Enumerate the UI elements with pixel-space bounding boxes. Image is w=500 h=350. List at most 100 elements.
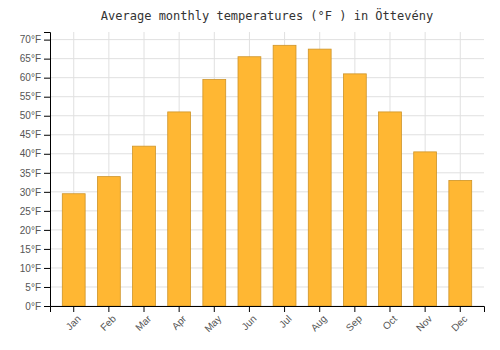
tick-mark	[44, 249, 50, 250]
tick: 70°F	[20, 34, 50, 45]
tick: Jul	[277, 306, 294, 330]
tick-mark	[44, 230, 50, 231]
axis-line	[51, 307, 485, 313]
tick: Jun	[239, 306, 258, 332]
bar	[414, 152, 437, 306]
tick-mark	[73, 306, 74, 312]
tick-mark	[44, 40, 50, 41]
tick-mark	[389, 306, 390, 312]
tick-mark	[144, 306, 145, 312]
tick: Apr	[170, 306, 189, 332]
tick-mark	[44, 135, 50, 136]
tick: 5°F	[25, 282, 50, 293]
x-axis: Jan Feb Mar Apr May Jun Jul Aug Sep Oct Nov Dec	[51, 306, 485, 334]
tick-mark	[425, 306, 426, 312]
tick-mark	[44, 116, 50, 117]
tick: Nov	[414, 306, 434, 333]
tick-label: 45°F	[20, 129, 41, 140]
tick: 45°F	[20, 129, 50, 140]
tick: 40°F	[20, 148, 50, 159]
tick-mark	[249, 306, 250, 312]
bar	[62, 194, 85, 306]
tick: Dec	[449, 306, 469, 333]
tick-mark	[44, 154, 50, 155]
tick-label: 65°F	[20, 53, 41, 64]
tick: 60°F	[20, 72, 50, 83]
tick: 65°F	[20, 53, 50, 64]
tick: Mar	[133, 306, 153, 333]
grid-line	[50, 77, 484, 78]
tick-label: Feb	[98, 313, 118, 333]
tick-mark	[460, 306, 461, 312]
tick: Oct	[380, 306, 399, 332]
tick-mark	[44, 173, 50, 174]
tick-label: 40°F	[20, 148, 41, 159]
tick: 20°F	[20, 225, 50, 236]
tick-label: Apr	[170, 313, 189, 332]
tick-label: 70°F	[20, 34, 41, 45]
bars	[62, 45, 471, 306]
bar	[379, 112, 402, 306]
tick: Feb	[98, 306, 118, 333]
chart: 0°F5°F10°F15°F20°F25°F30°F35°F40°F45°F50…	[0, 0, 500, 350]
tick-label: Sep	[344, 313, 365, 334]
tick-mark	[44, 192, 50, 193]
tick-label: 50°F	[20, 110, 41, 121]
tick: Jan	[64, 306, 83, 332]
bar	[133, 146, 156, 306]
tick: Sep	[344, 306, 365, 333]
axis-line	[44, 33, 51, 307]
tick-label: Jul	[277, 313, 294, 330]
tick-label: 60°F	[20, 72, 41, 83]
grid-line	[50, 134, 484, 135]
bar	[238, 57, 261, 306]
tick-label: 35°F	[20, 168, 41, 179]
tick-mark	[44, 97, 50, 98]
bar	[449, 180, 472, 306]
tick-mark	[44, 211, 50, 212]
tick-mark	[44, 287, 50, 288]
tick-label: Jan	[64, 313, 83, 332]
tick-label: May	[202, 313, 223, 334]
tick: 35°F	[20, 168, 50, 179]
tick-label: 25°F	[20, 206, 41, 217]
title: Average monthly temperatures (°F ) in Öt…	[101, 7, 433, 23]
bar	[273, 45, 296, 306]
tick-label: Dec	[449, 313, 469, 333]
tick-label: Aug	[309, 313, 329, 333]
tick: 55°F	[20, 91, 50, 102]
tick: 50°F	[20, 110, 50, 121]
tick-mark	[44, 268, 50, 269]
grid-line	[50, 58, 484, 59]
tick-mark	[179, 306, 180, 312]
plot: 0°F5°F10°F15°F20°F25°F30°F35°F40°F45°F50…	[20, 32, 485, 334]
grid-line	[50, 96, 484, 97]
tick: Aug	[309, 306, 329, 333]
tick-label: Nov	[414, 313, 434, 333]
tick-label: Oct	[380, 313, 399, 332]
tick-mark	[214, 306, 215, 312]
tick-label: 55°F	[20, 91, 41, 102]
tick-mark	[319, 306, 320, 312]
grid-line	[50, 115, 484, 116]
bar	[308, 49, 331, 306]
tick-mark	[354, 306, 355, 312]
tick: 30°F	[20, 187, 50, 198]
bar	[343, 74, 366, 306]
tick: 0°F	[25, 301, 50, 312]
tick-label: 0°F	[25, 301, 41, 312]
tick-label: 20°F	[20, 225, 41, 236]
tick-mark	[108, 306, 109, 312]
bar	[97, 177, 120, 306]
tick-label: 10°F	[20, 263, 41, 274]
tick-label: 5°F	[25, 282, 41, 293]
bar	[203, 80, 226, 306]
grid	[50, 32, 484, 306]
bar	[168, 112, 191, 306]
tick: 25°F	[20, 206, 50, 217]
tick-mark	[44, 78, 50, 79]
tick-label: Mar	[133, 313, 153, 333]
tick-mark	[44, 306, 50, 307]
tick-mark	[284, 306, 285, 312]
y-axis: 0°F5°F10°F15°F20°F25°F30°F35°F40°F45°F50…	[20, 33, 51, 312]
